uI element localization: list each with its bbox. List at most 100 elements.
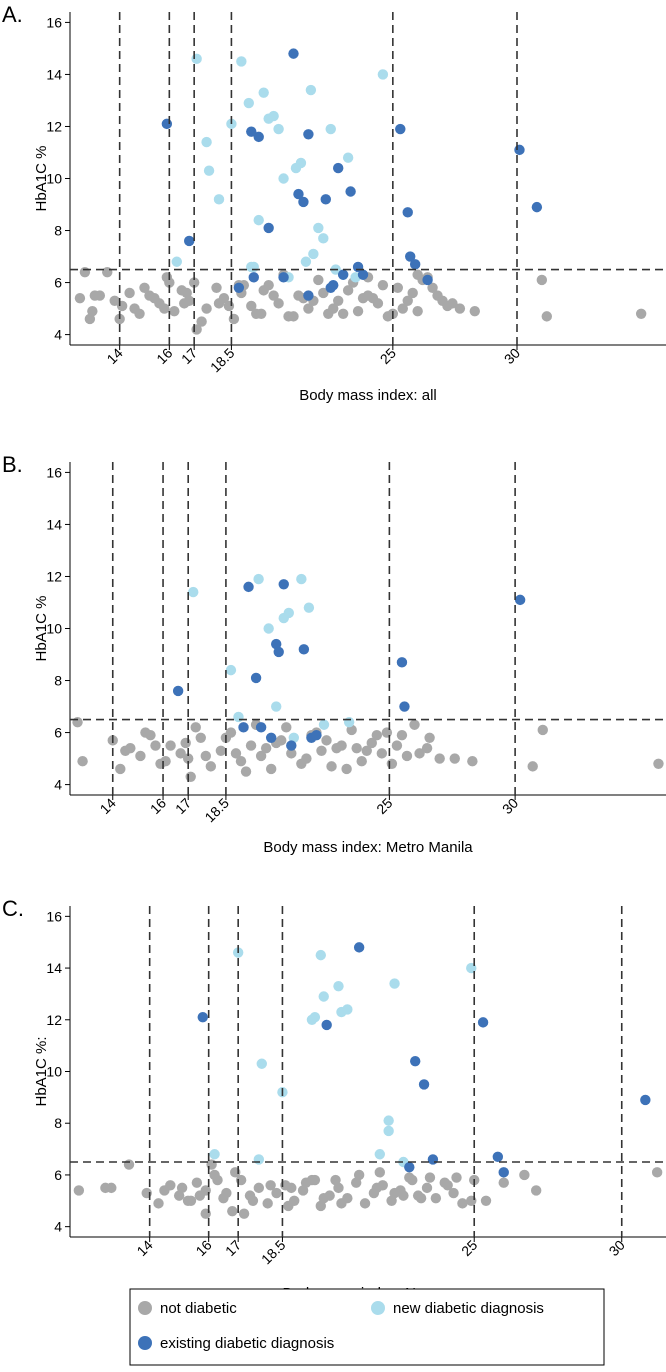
data-point [243, 581, 254, 593]
data-point [321, 1019, 332, 1031]
data-point [318, 233, 329, 244]
data-point [171, 256, 182, 267]
data-point [278, 272, 289, 283]
data-point [383, 1115, 394, 1126]
data-point [197, 1011, 208, 1023]
data-point [180, 737, 191, 749]
legend-label-not-diabetic: not diabetic [160, 1300, 237, 1317]
data-point [102, 266, 113, 278]
data-point [305, 84, 317, 96]
x-tick-label: 16 [192, 1237, 214, 1259]
data-point [235, 755, 247, 767]
data-point [359, 1198, 371, 1209]
data-point [448, 1187, 459, 1199]
data-point [449, 753, 460, 764]
data-point [337, 269, 349, 280]
data-point [367, 292, 379, 304]
data-point [191, 53, 202, 65]
data-point [374, 1149, 386, 1160]
data-point [245, 740, 257, 751]
data-point [371, 729, 383, 741]
data-point [109, 295, 120, 306]
data-point [160, 755, 171, 767]
data-point [409, 259, 421, 270]
data-point [316, 745, 327, 756]
data-point [246, 261, 257, 273]
data-point [283, 607, 294, 619]
data-point [480, 1195, 492, 1206]
data-point [527, 761, 538, 772]
data-point [263, 623, 274, 634]
data-point [190, 722, 201, 733]
data-point [333, 162, 344, 174]
data-point [345, 186, 356, 197]
data-point [328, 279, 339, 291]
y-tick-label: 14 [46, 516, 62, 532]
data-point [424, 732, 435, 743]
data-point [519, 1169, 530, 1181]
data-point [265, 763, 277, 775]
y-axis-title: HbA1C % [33, 596, 50, 662]
data-point [265, 732, 277, 743]
data-point [467, 755, 478, 767]
data-point [212, 1174, 223, 1186]
data-point [366, 737, 377, 749]
data-point [391, 740, 403, 751]
y-axis-title: HbA1C %: [33, 1036, 50, 1106]
data-point [176, 1182, 188, 1194]
data-point [301, 753, 312, 764]
data-point [140, 727, 151, 738]
data-point [185, 1195, 197, 1206]
y-tick-label: 10 [46, 1064, 62, 1080]
data-point [381, 727, 393, 738]
data-point [492, 1151, 504, 1163]
data-point [185, 771, 196, 782]
data-point [271, 638, 282, 650]
data-point [255, 722, 267, 733]
data-point [243, 97, 254, 109]
series-not-diabetic [73, 1159, 663, 1219]
data-point [541, 311, 552, 322]
data-point [182, 753, 194, 764]
data-point [405, 251, 416, 262]
data-point [87, 305, 98, 317]
series-existing-diabetic-diagnosis [197, 942, 651, 1178]
data-point [211, 282, 222, 293]
data-point [135, 750, 146, 762]
data-point [336, 1198, 347, 1209]
data-point [298, 196, 309, 208]
data-point [194, 1190, 206, 1201]
x-tick-label: 14 [97, 795, 119, 817]
data-point [303, 129, 314, 140]
data-point [188, 277, 200, 288]
data-point [201, 136, 212, 148]
x-tick-label: 17 [222, 1237, 244, 1259]
data-point [421, 742, 433, 754]
y-tick-label: 12 [46, 118, 62, 134]
data-point [124, 287, 135, 299]
data-point [318, 287, 329, 299]
x-tick-label: 14 [133, 1237, 155, 1259]
data-point [281, 722, 292, 733]
legend-marker-existing-diabetic [138, 1336, 152, 1350]
data-point [651, 1167, 663, 1178]
legend-box [129, 1288, 605, 1366]
x-tick-label: 16 [153, 345, 175, 367]
data-point [361, 745, 372, 756]
data-point [296, 573, 307, 585]
x-tick-label: 17 [172, 795, 194, 817]
data-point [313, 222, 324, 234]
data-point [442, 1180, 453, 1191]
data-point [424, 1172, 436, 1183]
data-point [328, 303, 339, 314]
data-point [402, 295, 413, 306]
data-point [286, 748, 297, 759]
x-tick-label: 30 [499, 795, 521, 817]
data-point [300, 1177, 312, 1188]
data-point [159, 1185, 170, 1196]
y-tick-label: 6 [54, 275, 62, 291]
data-point [635, 308, 647, 319]
data-point [258, 285, 269, 296]
x-tick-label: 25 [373, 795, 395, 817]
data-point [253, 1154, 265, 1165]
